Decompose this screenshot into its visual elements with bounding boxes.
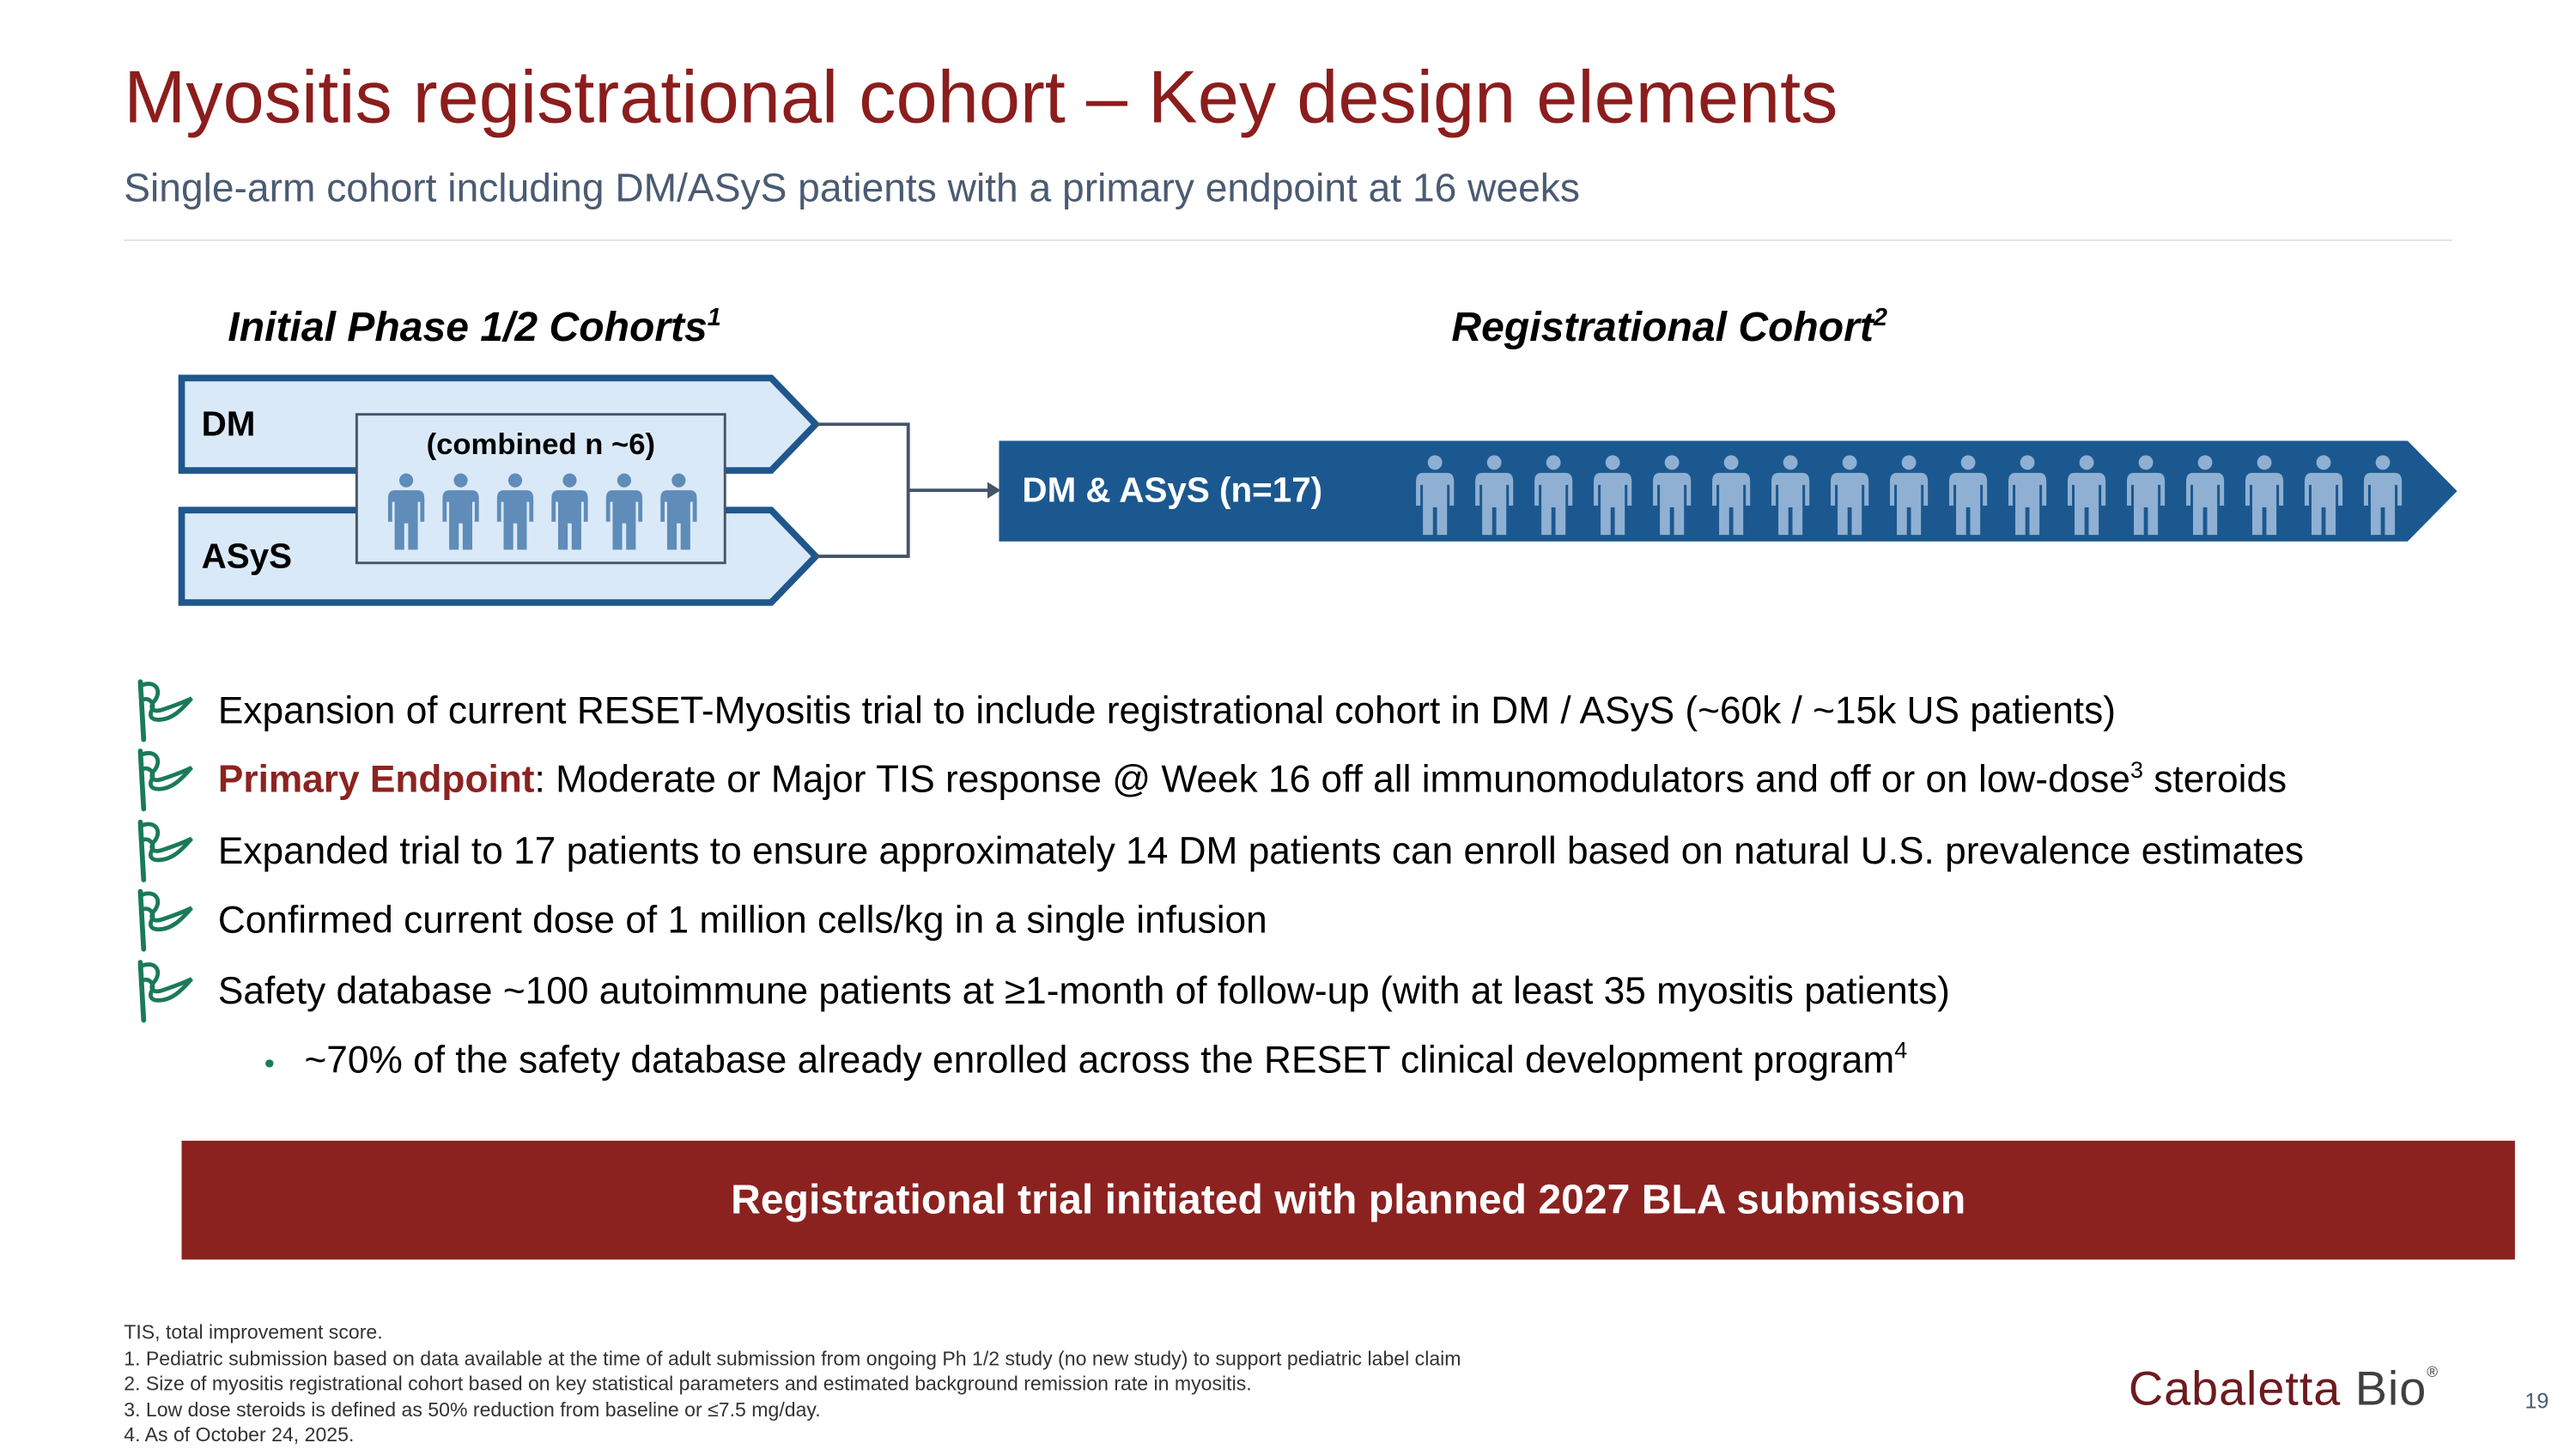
registrational-people-group (1416, 455, 2403, 536)
person-icon (551, 473, 588, 550)
flag-icon (132, 887, 198, 953)
footnote: TIS, total improvement score. (124, 1320, 383, 1344)
connector-arrowhead (987, 482, 1001, 499)
page-title: Myositis registrational cohort – Key des… (124, 54, 1838, 139)
person-icon (1594, 455, 1632, 536)
person-icon (2363, 455, 2403, 536)
footnote: 2. Size of myositis registrational cohor… (124, 1372, 1252, 1396)
flag-icon (132, 746, 198, 812)
person-icon (1653, 455, 1692, 536)
bullet-text: Expanded trial to 17 patients to ensure … (217, 828, 2305, 871)
footnotes: TIS, total improvement score. 1. Pediatr… (124, 1320, 1461, 1448)
person-icon (442, 473, 479, 550)
flag-icon (132, 957, 198, 1023)
flag-icon (132, 817, 198, 883)
footnote: 4. As of October 24, 2025. (124, 1422, 355, 1446)
person-icon (496, 473, 534, 550)
registrational-label: DM & ASyS (n=17) (1022, 472, 1323, 511)
person-icon (1712, 455, 1751, 536)
person-icon (1534, 455, 1573, 536)
registrational-cohort-heading: Registrational Cohort2 (1451, 303, 1887, 351)
banner: Registrational trial initiated with plan… (181, 1140, 2515, 1260)
initial-people-group (387, 473, 697, 550)
combined-box (355, 413, 726, 565)
footnote: 1. Pediatric submission based on data av… (124, 1346, 1461, 1370)
bullet-item: Confirmed current dose of 1 million cell… (132, 887, 1267, 953)
person-icon (2068, 455, 2106, 536)
page-subtitle: Single-arm cohort including DM/ASyS pati… (124, 167, 1580, 212)
bullet-item: Primary Endpoint: Moderate or Major TIS … (132, 746, 2287, 812)
bullet-item: Safety database ~100 autoimmune patients… (132, 957, 1950, 1023)
flag-icon (132, 676, 198, 743)
person-icon (1416, 455, 1455, 536)
bullet-text: Primary Endpoint: Moderate or Major TIS … (217, 756, 2287, 801)
primary-endpoint-label: Primary Endpoint (217, 757, 535, 801)
person-icon (1771, 455, 1810, 536)
connector-line (816, 422, 988, 559)
bullet-item: Expansion of current RESET-Myositis tria… (132, 676, 2116, 743)
person-icon (1890, 455, 1929, 536)
asys-label: ASyS (201, 537, 293, 577)
page-number: 19 (2524, 1388, 2549, 1414)
person-icon (2008, 455, 2047, 536)
bullet-text: Expansion of current RESET-Myositis tria… (217, 687, 2116, 731)
bullet-text: Confirmed current dose of 1 million cell… (217, 897, 1267, 941)
sub-bullet-item: • ~70% of the safety database already enr… (264, 1036, 1908, 1081)
initial-cohorts-heading: Initial Phase 1/2 Cohorts1 (228, 303, 721, 351)
person-icon (2245, 455, 2284, 536)
combined-label: (combined n ~6) (426, 427, 655, 461)
footnote: 3. Low dose steroids is defined as 50% r… (124, 1397, 821, 1421)
bullet-item: Expanded trial to 17 patients to ensure … (132, 817, 2304, 883)
person-icon (1831, 455, 1869, 536)
bullet-text: Safety database ~100 autoimmune patients… (217, 967, 1950, 1011)
person-icon (1475, 455, 1514, 536)
person-icon (387, 473, 425, 550)
cohort-diagram (178, 374, 2458, 606)
divider (124, 239, 2452, 241)
person-icon (660, 473, 697, 550)
dm-label: DM (201, 406, 256, 445)
person-icon (2126, 455, 2166, 536)
bullet-dot: • (264, 1046, 275, 1080)
person-icon (2185, 455, 2225, 536)
person-icon (605, 473, 643, 550)
person-icon (2304, 455, 2343, 536)
company-logo: Cabaletta Bio® (2128, 1363, 2439, 1417)
person-icon (1949, 455, 1988, 536)
sub-bullet-text: ~70% of the safety database already enro… (304, 1037, 1895, 1081)
